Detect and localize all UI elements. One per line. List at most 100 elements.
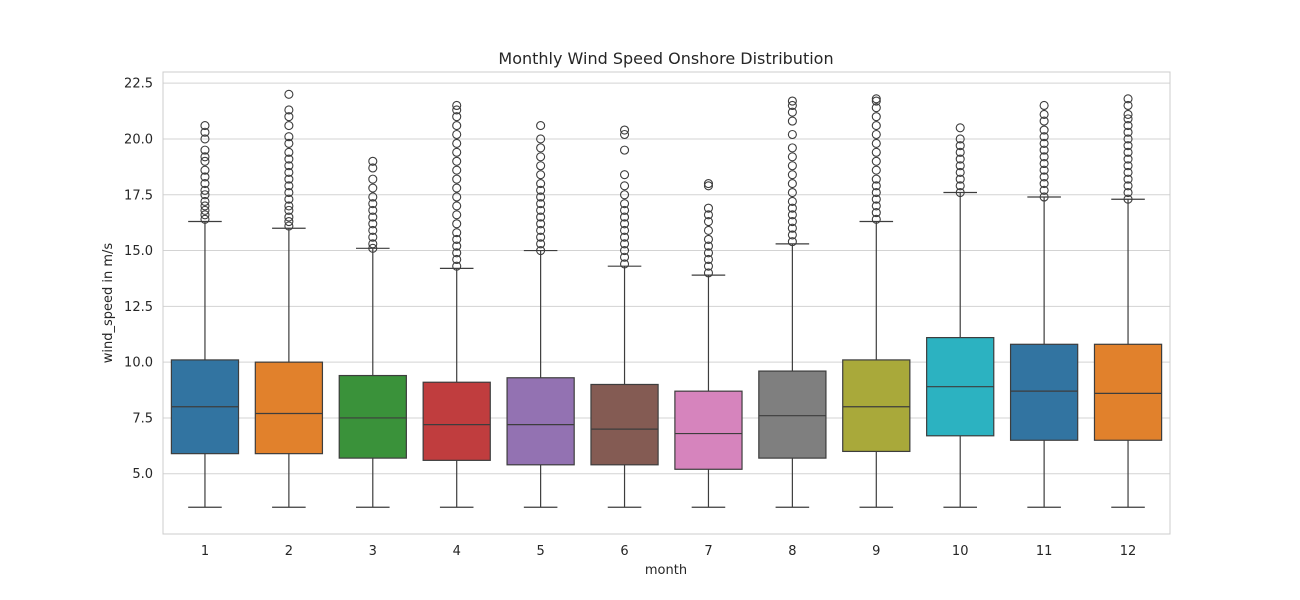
outlier-point	[871, 194, 881, 204]
outlier-point	[200, 190, 210, 200]
outlier-point	[619, 252, 630, 262]
outlier-point	[1039, 145, 1049, 155]
outlier-point	[536, 205, 546, 215]
outlier-point	[200, 127, 210, 137]
outlier-point	[200, 172, 210, 182]
box-month-5	[506, 121, 575, 508]
iqr-box	[842, 359, 911, 453]
outlier-point	[284, 132, 294, 142]
x-tick-label: 11	[1036, 544, 1053, 559]
outlier-point	[871, 187, 881, 198]
plot-frame	[162, 71, 1171, 535]
outlier-point	[284, 147, 294, 157]
outlier-point	[1123, 147, 1133, 157]
iqr-box	[1009, 343, 1079, 441]
outlier-point	[955, 123, 965, 133]
outlier-point	[1123, 161, 1133, 171]
outlier-point	[787, 230, 797, 240]
outlier-point	[368, 205, 378, 215]
outlier-point	[368, 156, 378, 166]
outlier-point	[200, 145, 210, 155]
y-tick-label: 7.5	[132, 411, 153, 426]
outlier-point	[368, 192, 378, 202]
outlier-point	[284, 105, 294, 115]
box-month-7	[674, 179, 743, 508]
y-tick-label: 12.5	[124, 300, 153, 315]
outlier-point	[452, 210, 462, 220]
y-tick-label: 15.0	[124, 244, 153, 259]
outlier-point	[452, 219, 462, 229]
outlier-point	[619, 219, 630, 229]
outlier-point	[368, 199, 378, 209]
outlier-point	[200, 179, 210, 189]
outlier-point	[1039, 125, 1049, 135]
outlier-point	[703, 254, 714, 265]
outlier-point	[368, 239, 378, 249]
outlier-point	[452, 105, 462, 115]
outlier-point	[284, 161, 294, 171]
outlier-point	[1039, 165, 1049, 175]
outlier-point	[452, 234, 462, 244]
outlier-point	[536, 219, 546, 229]
outlier-point	[955, 147, 965, 157]
outlier-point	[619, 246, 630, 256]
outlier-point	[871, 147, 881, 157]
outlier-point	[1039, 109, 1049, 119]
box-month-6	[590, 125, 659, 508]
outlier-point	[619, 181, 630, 191]
outlier-point	[452, 174, 462, 184]
x-tick-label: 10	[952, 544, 969, 559]
outlier-point	[284, 174, 294, 184]
outlier-point	[871, 138, 881, 148]
x-tick-label: 4	[453, 544, 461, 559]
outlier-point	[955, 174, 965, 184]
outlier-point	[536, 239, 546, 249]
y-tick-label: 17.5	[124, 188, 153, 203]
outlier-point	[1039, 152, 1049, 162]
outlier-point	[200, 214, 210, 224]
outlier-point	[871, 208, 881, 218]
outlier-point	[703, 225, 714, 236]
outlier-point	[536, 152, 546, 162]
outlier-point	[787, 170, 797, 180]
iqr-box	[758, 370, 827, 459]
outlier-point	[1123, 94, 1133, 104]
outlier-point	[619, 125, 630, 135]
outlier-point	[1039, 116, 1049, 126]
outlier-point	[536, 192, 546, 202]
outlier-point	[284, 181, 294, 191]
outlier-point	[787, 116, 797, 126]
outlier-point	[619, 259, 630, 269]
iqr-box	[1093, 343, 1163, 441]
outlier-point	[536, 185, 546, 195]
outlier-point	[536, 212, 546, 222]
outlier-point	[368, 163, 378, 173]
y-gridlines	[163, 82, 1170, 475]
outlier-point	[787, 152, 797, 162]
y-axis-label: wind_speed in m/s	[101, 243, 116, 364]
outlier-point	[284, 216, 294, 227]
outlier-point	[1123, 114, 1133, 124]
outlier-point	[619, 232, 630, 242]
iqr-box	[422, 381, 491, 461]
outlier-point	[536, 199, 546, 209]
outlier-point	[955, 154, 965, 164]
outlier-point	[284, 194, 294, 204]
outlier-point	[1039, 172, 1049, 182]
outlier-point	[452, 138, 462, 148]
x-tick-label: 1	[201, 544, 209, 559]
outlier-point	[536, 134, 546, 144]
outlier-point	[536, 161, 546, 171]
outlier-point	[452, 100, 462, 111]
outlier-point	[619, 199, 630, 209]
outlier-point	[703, 268, 714, 278]
outlier-point	[703, 181, 714, 191]
outlier-point	[871, 181, 881, 191]
outlier-point	[200, 156, 210, 166]
outlier-point	[1123, 109, 1133, 119]
outlier-point	[703, 261, 714, 271]
x-tick-label: 3	[369, 544, 377, 559]
outlier-point	[787, 107, 797, 117]
outlier-point	[1039, 185, 1049, 195]
outlier-point	[1123, 134, 1133, 144]
